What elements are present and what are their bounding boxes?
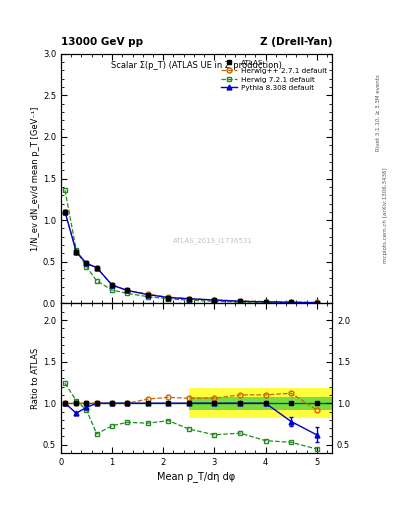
Y-axis label: 1/N_ev dN_ev/d mean p_T [GeV⁻¹]: 1/N_ev dN_ev/d mean p_T [GeV⁻¹] (31, 106, 40, 251)
Y-axis label: Ratio to ATLAS: Ratio to ATLAS (31, 348, 40, 409)
Text: Scalar Σ(p_T) (ATLAS UE in Z production): Scalar Σ(p_T) (ATLAS UE in Z production) (111, 61, 282, 70)
X-axis label: Mean p_T/dη dφ: Mean p_T/dη dφ (157, 471, 236, 482)
Text: 13000 GeV pp: 13000 GeV pp (61, 37, 143, 47)
Legend: ATLAS, Herwig++ 2.7.1 default, Herwig 7.2.1 default, Pythia 8.308 default: ATLAS, Herwig++ 2.7.1 default, Herwig 7.… (220, 57, 329, 93)
Text: Z (Drell-Yan): Z (Drell-Yan) (260, 37, 332, 47)
Text: ATLAS_2019_I1736531: ATLAS_2019_I1736531 (173, 238, 253, 244)
Text: Rivet 3.1.10, ≥ 3.3M events: Rivet 3.1.10, ≥ 3.3M events (376, 74, 380, 151)
Text: mcplots.cern.ch [arXiv:1306.3436]: mcplots.cern.ch [arXiv:1306.3436] (383, 167, 387, 263)
